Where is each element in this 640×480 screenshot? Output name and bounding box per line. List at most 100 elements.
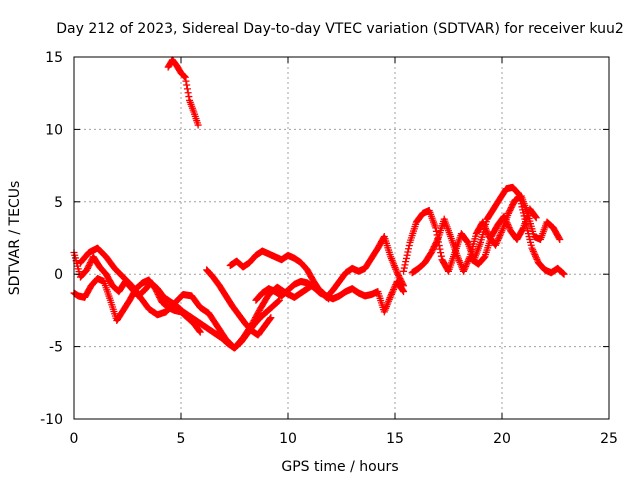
data-point [502,215,510,223]
data-point [390,284,398,292]
data-point [432,227,440,235]
data-point [503,219,511,227]
data-point [400,267,408,275]
data-point [497,228,505,236]
data-point [267,314,275,322]
data-point [387,292,395,300]
data-point [437,252,445,260]
data-point [183,81,191,89]
data-point [405,242,413,250]
data-point [494,235,502,243]
axis-ticks: 0 5 10 15 20 25 -10 -5 0 5 10 15 [40,50,618,447]
series-arc-1 [164,56,202,129]
x-tick-label: 5 [177,431,186,447]
data-point [461,264,469,272]
data-point [497,230,505,238]
data-point [533,255,541,263]
y-tick-label: -5 [49,340,63,356]
chart-title: Day 212 of 2023, Sidereal Day-to-day VTE… [56,21,624,37]
data-point [532,213,540,221]
data-point [400,288,408,296]
x-tick-label: 15 [386,431,404,447]
data-point [194,121,202,129]
data-point [505,224,513,232]
data-point [182,77,190,85]
data-point [462,261,470,269]
data-point [493,238,501,246]
data-point [504,222,512,230]
series-arc-3 [70,275,204,336]
data-point [483,228,491,236]
data-point [530,249,538,257]
data-point [404,248,412,256]
x-tick-label: 20 [493,431,511,447]
data-point [196,328,204,336]
data-point [464,258,472,266]
data-point [388,289,396,297]
data-point [479,218,487,226]
data-point [460,266,468,274]
data-point [180,72,188,80]
data-point [482,225,490,233]
data-point [501,214,509,222]
data-point [500,212,508,220]
series-arc-7 [252,277,408,316]
data-point [390,285,398,293]
data-point [436,245,444,253]
x-tick-label: 25 [600,431,618,447]
data-point [387,290,395,298]
y-tick-label: 10 [45,122,63,138]
data-point [401,261,409,269]
y-tick-label: 0 [54,267,63,283]
data-series [70,56,568,352]
y-tick-label: 15 [45,50,63,66]
data-point [560,270,568,278]
data-point [266,315,274,323]
data-point [389,287,397,295]
data-point [528,244,536,252]
data-point [479,254,487,262]
data-point [519,225,527,233]
series-arc-5 [203,266,275,339]
plot-frame [73,56,610,420]
data-point [531,251,539,259]
data-point [482,226,490,234]
data-point [459,267,467,275]
data-point [532,214,540,222]
data-point [400,264,408,272]
data-point [181,73,189,81]
data-point [402,258,410,266]
data-point [532,254,540,262]
data-point [185,93,193,101]
data-point [480,254,488,262]
data-point [492,241,500,249]
data-point [555,234,563,242]
series-arc-10 [468,205,540,268]
data-point [556,235,564,243]
data-point [495,233,503,241]
y-tick-label: -10 [40,412,63,428]
data-point [529,247,537,255]
data-point [532,252,540,260]
data-point [504,220,512,228]
data-point [184,89,192,97]
x-axis-label: GPS time / hours [281,459,398,475]
data-point [529,246,537,254]
y-axis-label: SDTVAR / TECUs [7,181,23,296]
data-point [462,262,470,270]
data-point [492,240,500,248]
x-tick-label: 0 [70,431,79,447]
y-tick-label: 5 [54,195,63,211]
data-point [399,286,407,294]
data-point [183,85,191,93]
data-point [494,236,502,244]
data-point [405,245,413,253]
data-point [403,251,411,259]
x-tick-label: 10 [279,431,297,447]
grid [74,57,609,419]
data-point [479,220,487,228]
series-arc-4 [76,244,333,352]
data-point [480,221,488,229]
data-point [433,237,441,245]
